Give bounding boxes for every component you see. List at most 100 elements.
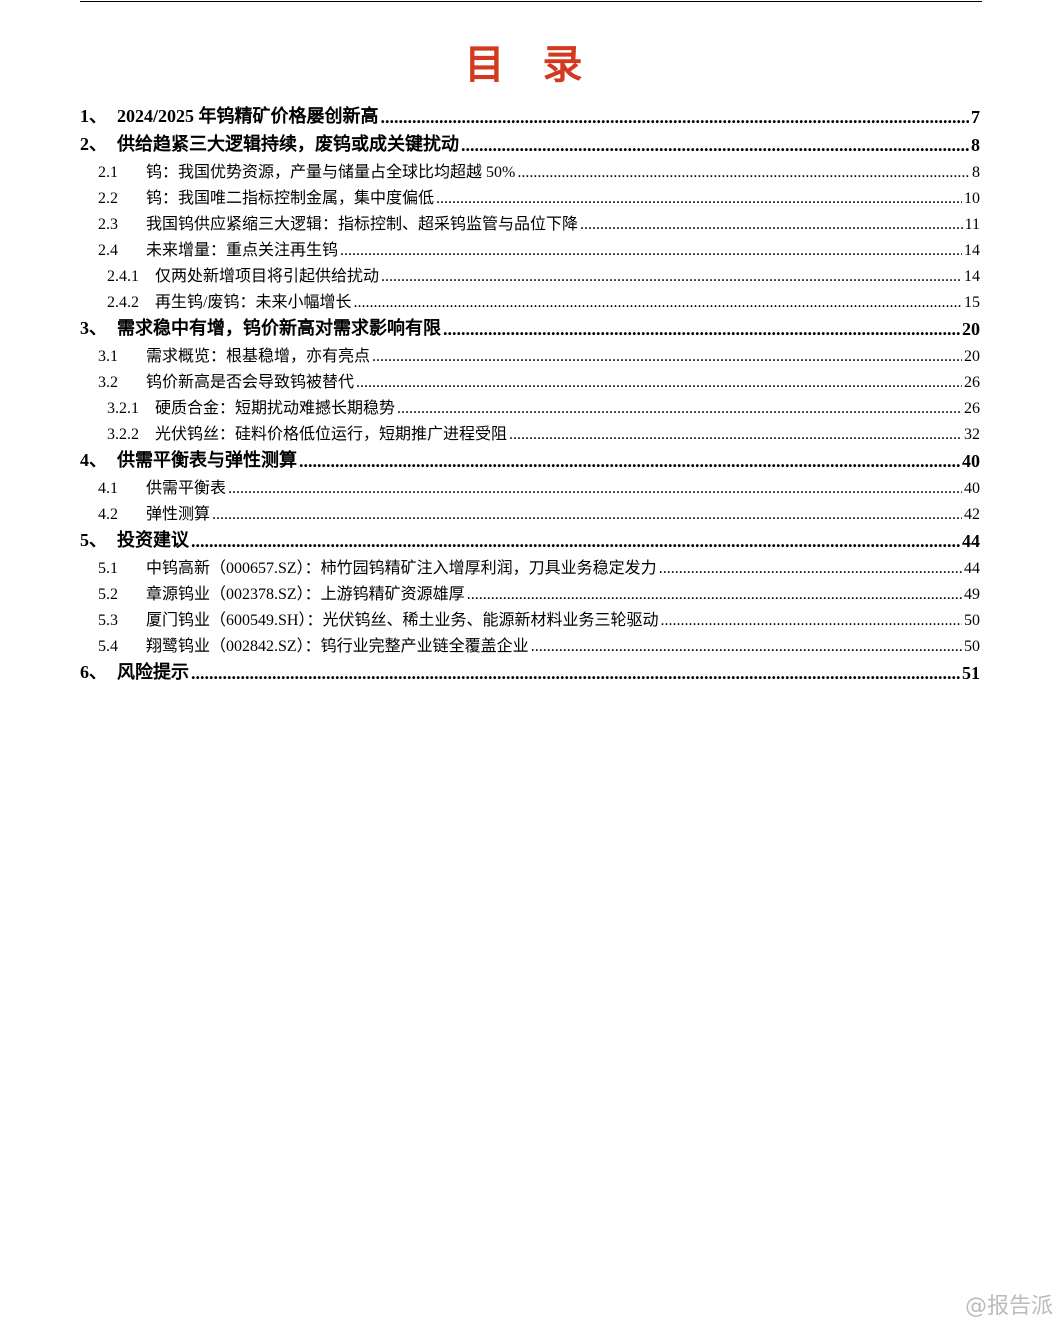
section-number: 5.1 [98, 560, 118, 577]
section-title: 钨：我国优势资源，产量与储量占全球比均超越 50% [146, 164, 516, 181]
page-number: 15 [964, 294, 980, 311]
dot-leader [660, 612, 962, 630]
section-number: 2.2 [98, 190, 118, 207]
section-number: 3.1 [98, 348, 118, 365]
toc-entry: 5.2 章源钨业（002378.SZ）：上游钨精矿资源雄厚 49 [80, 578, 980, 604]
top-rule [80, 1, 982, 2]
dot-leader [509, 426, 962, 444]
toc-entry: 2、供给趋紧三大逻辑持续，废钨或成关键扰动 8 [80, 128, 980, 156]
dot-leader [212, 506, 962, 524]
section-title: 钨：我国唯二指标控制金属，集中度偏低 [146, 190, 435, 207]
section-number: 2、 [80, 134, 107, 154]
page-number: 7 [971, 107, 980, 127]
section-number: 4.2 [98, 506, 118, 523]
section-number: 2.4.1 [107, 268, 139, 285]
section-title: 供给趋紧三大逻辑持续，废钨或成关键扰动 [117, 134, 459, 154]
dot-leader [381, 107, 970, 128]
section-number: 5.2 [98, 586, 118, 603]
dot-leader [461, 135, 969, 156]
toc-entry: 3.2 钨价新高是否会导致钨被替代 26 [80, 366, 980, 392]
dot-leader [228, 480, 962, 498]
dot-leader [531, 638, 962, 656]
section-number: 2.1 [98, 164, 118, 181]
section-number: 5.4 [98, 638, 118, 655]
toc-entry: 3.2.2 光伏钨丝：硅料价格低位运行，短期推广进程受阻 32 [80, 418, 980, 444]
dot-leader [443, 319, 960, 340]
page-number: 14 [964, 268, 980, 285]
section-title: 钨价新高是否会导致钨被替代 [146, 374, 355, 391]
section-title: 再生钨/废钨：未来小幅增长 [155, 294, 352, 311]
section-number: 1、 [80, 106, 107, 126]
toc-entry: 2.2 钨：我国唯二指标控制金属，集中度偏低 10 [80, 182, 980, 208]
section-title: 厦门钨业（600549.SH）：光伏钨丝、稀土业务、能源新材料业务三轮驱动 [146, 612, 659, 629]
toc-entry: 2.4.1 仅两处新增项目将引起供给扰动 14 [80, 260, 980, 286]
section-number: 3.2.1 [107, 400, 139, 417]
dot-leader [372, 348, 962, 366]
page-number: 8 [972, 164, 980, 181]
section-number: 3.2.2 [107, 426, 139, 443]
dot-leader [191, 531, 960, 552]
section-title: 供需平衡表 [146, 480, 227, 497]
toc-entry: 6、风险提示 51 [80, 656, 980, 684]
section-title: 未来增量：重点关注再生钨 [146, 242, 339, 259]
page-number: 44 [964, 560, 980, 577]
page-number: 26 [964, 374, 980, 391]
section-number: 5.3 [98, 612, 118, 629]
dot-leader [580, 216, 963, 234]
dot-leader [659, 560, 962, 578]
dot-leader [191, 663, 960, 684]
toc-title: 目 录 [464, 42, 597, 87]
toc-entry: 4.1 供需平衡表 40 [80, 472, 980, 498]
page-number: 40 [964, 480, 980, 497]
page-number: 50 [964, 612, 980, 629]
section-title: 翔鹭钨业（002842.SZ）：钨行业完整产业链全覆盖企业 [146, 638, 529, 655]
toc-entry: 3、需求稳中有增，钨价新高对需求影响有限 20 [80, 312, 980, 340]
section-number: 3、 [80, 318, 107, 338]
toc-entry: 3.2.1 硬质合金：短期扰动难撼长期稳势 26 [80, 392, 980, 418]
toc-entry: 2.3 我国钨供应紧缩三大逻辑：指标控制、超采钨监管与品位下降 11 [80, 208, 980, 234]
section-title: 2024/2025 年钨精矿价格屡创新高 [117, 106, 379, 126]
page-number: 10 [964, 190, 980, 207]
dot-leader [397, 400, 962, 418]
section-title: 中钨高新（000657.SZ）：柿竹园钨精矿注入增厚利润，刀具业务稳定发力 [146, 560, 657, 577]
toc-list: 1、2024/2025 年钨精矿价格屡创新高72、供给趋紧三大逻辑持续，废钨或成… [80, 100, 980, 684]
page-number: 40 [962, 451, 980, 471]
section-title: 投资建议 [117, 530, 189, 550]
section-number: 2.4.2 [107, 294, 139, 311]
section-title: 弹性测算 [146, 506, 211, 523]
page-number: 50 [964, 638, 980, 655]
dot-leader [353, 294, 962, 312]
dot-leader [517, 164, 970, 182]
toc-entry: 5.4 翔鹭钨业（002842.SZ）：钨行业完整产业链全覆盖企业 50 [80, 630, 980, 656]
page-number: 44 [962, 531, 980, 551]
toc-entry: 3.1 需求概览：根基稳增，亦有亮点 20 [80, 340, 980, 366]
dot-leader [467, 586, 962, 604]
section-number: 4.1 [98, 480, 118, 497]
toc-entry: 4、供需平衡表与弹性测算 40 [80, 444, 980, 472]
toc-entry: 2.4.2 再生钨/废钨：未来小幅增长 15 [80, 286, 980, 312]
toc-entry: 5.1 中钨高新（000657.SZ）：柿竹园钨精矿注入增厚利润，刀具业务稳定发力… [80, 552, 980, 578]
section-title: 需求稳中有增，钨价新高对需求影响有限 [117, 318, 441, 338]
section-number: 2.3 [98, 216, 118, 233]
page-number: 51 [962, 663, 980, 683]
page-number: 20 [964, 348, 980, 365]
section-title: 硬质合金：短期扰动难撼长期稳势 [155, 400, 396, 417]
section-title: 需求概览：根基稳增，亦有亮点 [146, 348, 371, 365]
dot-leader [299, 451, 960, 472]
toc-entry: 2.1 钨：我国优势资源，产量与储量占全球比均超越 50% 8 [80, 156, 980, 182]
toc-entry: 4.2 弹性测算 42 [80, 498, 980, 524]
section-title: 我国钨供应紧缩三大逻辑：指标控制、超采钨监管与品位下降 [146, 216, 579, 233]
dot-leader [381, 268, 962, 286]
page-number: 8 [971, 135, 980, 155]
page-number: 42 [964, 506, 980, 523]
section-number: 5、 [80, 530, 107, 550]
section-number: 6、 [80, 662, 107, 682]
dot-leader [436, 190, 962, 208]
section-number: 3.2 [98, 374, 118, 391]
section-number: 2.4 [98, 242, 118, 259]
toc-entry: 1、 2024/2025 年钨精矿价格屡创新高 7 [80, 100, 980, 128]
section-title: 仅两处新增项目将引起供给扰动 [155, 268, 380, 285]
toc-entry: 5、投资建议 44 [80, 524, 980, 552]
watermark: @报告派 [964, 1294, 1053, 1319]
